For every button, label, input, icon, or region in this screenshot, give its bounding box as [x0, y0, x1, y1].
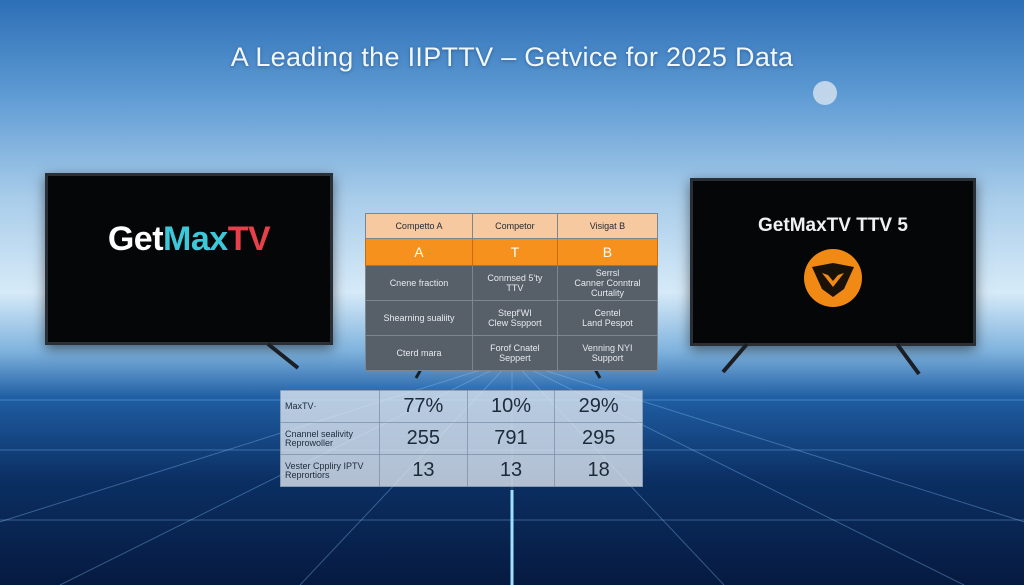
moon [813, 81, 837, 105]
brand-part: Max [163, 220, 228, 258]
tv-stand [721, 342, 921, 376]
feature-cell: Cterd mara [365, 335, 473, 371]
cell-line: MaxTV· [285, 401, 317, 411]
feature-row: Shearning sualiity Stepf'WI Clew Sspport Ce… [365, 300, 659, 336]
brand-part: Get [107, 220, 164, 258]
row-label: Vester Cppliry IPTV Reprortiors [280, 454, 380, 487]
cell-line: Serrsl [595, 268, 620, 278]
header-cell: Competor [471, 213, 558, 239]
feature-cell: Venning NYI Support [556, 335, 659, 371]
cell-line: Forof Cnatel [490, 343, 540, 353]
stat-cell: 295 [554, 422, 643, 455]
header-cell: Visigat B [556, 213, 659, 239]
stat-row: Cnannel sealivity Reprowoller 255 791 295 [280, 422, 643, 455]
stat-row: MaxTV· 77% 10% 29% [280, 390, 643, 423]
header-cell: Competto A [365, 213, 473, 239]
brand-part: TV [227, 220, 271, 258]
feature-cell: Shearning sualiity [365, 300, 473, 336]
feature-row: Cterd mara Forof Cnatel Seppert Venning NYI… [365, 335, 659, 371]
tv-stand [266, 342, 300, 370]
cell-line: Venning NYI [582, 343, 633, 353]
feature-cell: Centel Land Pespot [556, 300, 659, 336]
cell-line: Shearning sualiity [383, 313, 455, 323]
tv-left: GetMaxTV [45, 173, 333, 345]
cell-line: Centel [594, 308, 621, 318]
top-table: Competto A Competor Visigat B A T B Cnene frac… [365, 213, 659, 371]
cell-line: Conmsed 5’ty [487, 273, 543, 283]
feature-cell: Serrsl Canner Conntral Curtality [556, 265, 659, 301]
title: A Leading the IIPTTV – Getvice for 2025 … [230, 42, 794, 72]
row-label: Cnannel sealivity Reprowoller [280, 422, 380, 455]
cell-line: Canner Conntral [574, 278, 641, 288]
brand-left: GetMaxTV [48, 220, 330, 259]
brand-right: GetMaxTV TTV 5 [758, 215, 908, 236]
header-row: Competto A Competor Visigat B [365, 213, 659, 239]
cell-line: Curtality [590, 288, 624, 298]
cell-line: TTV [506, 283, 524, 293]
cell-line: Reprortiors [285, 469, 330, 480]
cell-line: Support [591, 353, 624, 363]
cell-line: Reprowoller [285, 437, 334, 448]
logo [804, 249, 862, 307]
row-label: MaxTV· [280, 390, 380, 423]
cell-line: Cterd mara [396, 348, 442, 358]
cell-line: Seppert [499, 353, 531, 363]
letter-cell: B [556, 238, 659, 266]
cell-line: Clew Sspport [488, 318, 542, 328]
bottom-table: MaxTV· 77% 10% 29% Cnannel sealivity Reprowol… [280, 390, 643, 487]
cell-line: Stepf'WI [498, 308, 532, 318]
stat-cell: 18 [554, 454, 643, 487]
feature-cell: Stepf'WI Clew Sspport [471, 300, 558, 336]
stat-cell: 10% [466, 390, 556, 423]
feature-cell: Forof Cnatel Seppert [471, 335, 558, 371]
letter-cell: T [471, 238, 558, 266]
stat-cell: 791 [466, 422, 556, 455]
stat-cell: 77% [379, 390, 468, 423]
feature-cell: Cnene fraction [365, 265, 473, 301]
cell-line: Vester Cppliry IPTV [285, 460, 364, 471]
stat-cell: 29% [554, 390, 643, 423]
feature-row: Cnene fraction Conmsed 5’ty TTV Serrsl Canne… [365, 265, 659, 301]
stat-cell: 255 [379, 422, 468, 455]
letter-cell: A [365, 238, 473, 266]
stat-cell: 13 [379, 454, 468, 487]
feature-cell: Conmsed 5’ty TTV [471, 265, 558, 301]
cell-line: Cnannel sealivity [285, 428, 354, 439]
stat-cell: 13 [466, 454, 556, 487]
cell-line: Cnene fraction [389, 278, 449, 288]
tv-right: GetMaxTV TTV 5 [690, 178, 976, 346]
cell-line: Land Pespot [582, 318, 633, 328]
stat-row: Vester Cppliry IPTV Reprortiors 13 13 18 [280, 454, 643, 487]
